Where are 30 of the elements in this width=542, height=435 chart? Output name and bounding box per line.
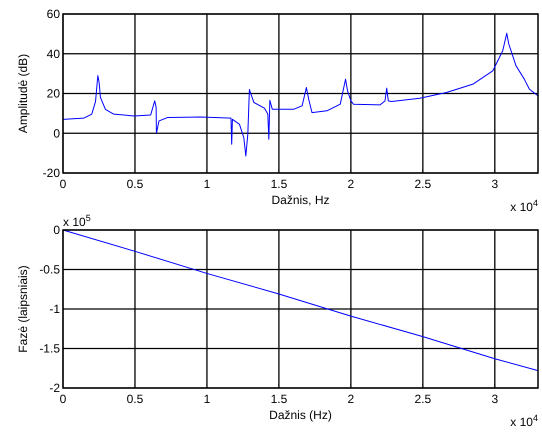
y-tick-label: -1.5	[39, 342, 60, 356]
text: x 10$^{5}$	[63, 213, 91, 229]
y-tick-label: -20	[42, 166, 60, 180]
y-tick-label: -0.5	[39, 262, 60, 276]
x-tick-label: 1	[204, 392, 211, 406]
y-tick-label: 0	[53, 126, 60, 140]
x-axis-title: Dažnis, Hz	[271, 193, 330, 207]
text: x 10$^{4}$	[510, 413, 538, 429]
y-tick-label: 60	[46, 7, 60, 21]
line-series	[62, 32, 538, 156]
text: x 10$^{4}$	[510, 198, 538, 214]
y-axis-title: Amplitudė (dB)	[16, 54, 30, 134]
x-tick-label: 2	[348, 392, 355, 406]
x-tick-label: 2	[348, 177, 355, 191]
x-tick-label: 3	[491, 177, 498, 191]
x-tick-label: 2.5	[414, 177, 432, 191]
x-tick-label: 3	[491, 392, 498, 406]
x-tick-label: 1.5	[270, 177, 288, 191]
y-tick-label: 0	[53, 223, 60, 237]
x-tick-label: 0.5	[126, 177, 144, 191]
y-tick-label: 40	[46, 46, 60, 61]
x-axis-title: Dažnis (Hz)	[269, 408, 332, 422]
x-tick-label: 1.5	[270, 392, 288, 406]
y-tick-label: -1	[49, 302, 60, 316]
x-tick-label: 2.5	[414, 392, 432, 406]
x-tick-label: 0.5	[126, 392, 144, 406]
y-axis-title: Fazė (laipsniais)	[16, 265, 30, 353]
y-tick-label: -2	[49, 381, 60, 395]
x-tick-label: 1	[204, 177, 211, 191]
y-tick-label: 20	[46, 86, 60, 100]
